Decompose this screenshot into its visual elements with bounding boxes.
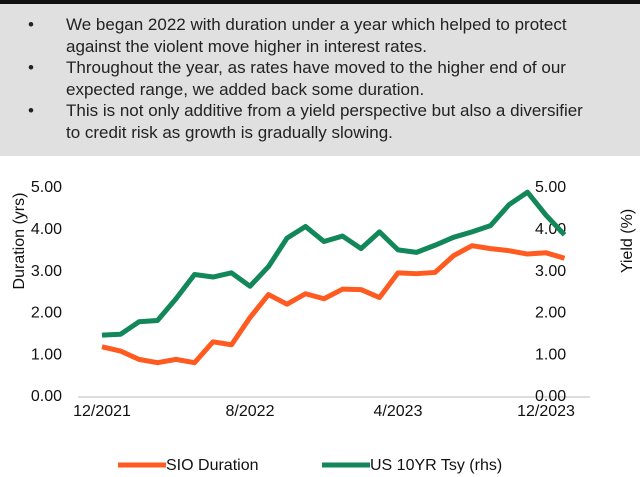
x-tick-label: 4/2023 bbox=[374, 403, 423, 420]
y-tick-label: 2.00 bbox=[31, 305, 62, 322]
y-tick-label: 1.00 bbox=[31, 346, 62, 363]
y2-axis-label: Yield (%) bbox=[619, 209, 636, 273]
y2-tick-label: 1.00 bbox=[535, 346, 566, 363]
chart: Duration (yrs) Yield (%) 0.00 1.00 2.00 3.0… bbox=[11, 179, 636, 474]
y2-tick-label: 0.00 bbox=[535, 388, 566, 405]
y-tick-label: 0.00 bbox=[31, 388, 62, 405]
x-tick-label: 12/2021 bbox=[73, 403, 131, 420]
series-line bbox=[101, 189, 567, 338]
y-axis-label: Duration (yrs) bbox=[11, 193, 28, 290]
series-line bbox=[101, 243, 566, 366]
x-tick-label: 12/2023 bbox=[517, 403, 575, 420]
bullet-list: We began 2022 with duration under a year… bbox=[0, 4, 640, 143]
y2-tick-label: 5.00 bbox=[535, 179, 566, 196]
text-box: We began 2022 with duration under a year… bbox=[0, 0, 640, 156]
bullet: This is not only additive from a yield p… bbox=[28, 100, 600, 143]
y-tick-label: 3.00 bbox=[31, 263, 62, 280]
y-tick-label: 4.00 bbox=[31, 221, 62, 238]
y2-tick-label: 2.00 bbox=[535, 305, 566, 322]
y2-tick-label: 3.00 bbox=[535, 263, 566, 280]
legend-label: US 10YR Tsy (rhs) bbox=[370, 457, 502, 474]
bullet: Throughout the year, as rates have moved… bbox=[28, 57, 600, 100]
x-tick-label: 8/2022 bbox=[226, 403, 275, 420]
legend-label: SIO Duration bbox=[166, 457, 258, 474]
y-tick-label: 5.00 bbox=[31, 179, 62, 196]
bullet: We began 2022 with duration under a year… bbox=[28, 14, 600, 57]
